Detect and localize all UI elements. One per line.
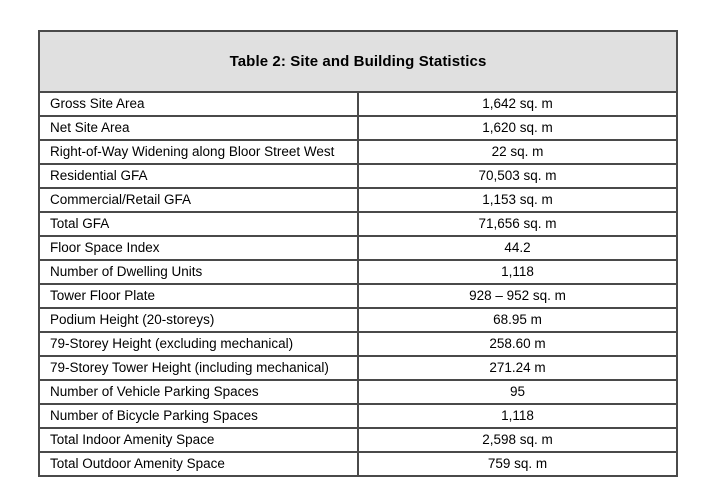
table-row: Net Site Area 1,620 sq. m <box>38 115 678 141</box>
row-value: 1,620 sq. m <box>357 115 678 141</box>
row-value: 928 – 952 sq. m <box>357 283 678 309</box>
row-label: Number of Dwelling Units <box>38 259 359 285</box>
table-row: Total GFA 71,656 sq. m <box>38 211 678 237</box>
table-row: Number of Bicycle Parking Spaces 1,118 <box>38 403 678 429</box>
row-label: Total Outdoor Amenity Space <box>38 451 359 477</box>
row-label: Net Site Area <box>38 115 359 141</box>
row-label: Total GFA <box>38 211 359 237</box>
table-row: Podium Height (20-storeys) 68.95 m <box>38 307 678 333</box>
table-row: Residential GFA 70,503 sq. m <box>38 163 678 189</box>
table-row: Total Indoor Amenity Space 2,598 sq. m <box>38 427 678 453</box>
row-value: 1,153 sq. m <box>357 187 678 213</box>
table-row: Number of Dwelling Units 1,118 <box>38 259 678 285</box>
row-value: 68.95 m <box>357 307 678 333</box>
table-row: 79-Storey Tower Height (including mechan… <box>38 355 678 381</box>
row-value: 70,503 sq. m <box>357 163 678 189</box>
table-header: Table 2: Site and Building Statistics <box>38 30 678 93</box>
table-title: Table 2: Site and Building Statistics <box>38 30 678 93</box>
row-label: 79-Storey Height (excluding mechanical) <box>38 331 359 357</box>
row-label: Total Indoor Amenity Space <box>38 427 359 453</box>
row-value: 1,118 <box>357 259 678 285</box>
table-row: Number of Vehicle Parking Spaces 95 <box>38 379 678 405</box>
row-label: Gross Site Area <box>38 91 359 117</box>
row-label: Tower Floor Plate <box>38 283 359 309</box>
table-row: 79-Storey Height (excluding mechanical) 2… <box>38 331 678 357</box>
row-label: 79-Storey Tower Height (including mechan… <box>38 355 359 381</box>
row-value: 271.24 m <box>357 355 678 381</box>
site-building-statistics-table: Table 2: Site and Building Statistics Gr… <box>38 30 678 477</box>
table-row: Commercial/Retail GFA 1,153 sq. m <box>38 187 678 213</box>
table-row: Floor Space Index 44.2 <box>38 235 678 261</box>
row-value: 71,656 sq. m <box>357 211 678 237</box>
row-label: Number of Bicycle Parking Spaces <box>38 403 359 429</box>
row-value: 2,598 sq. m <box>357 427 678 453</box>
row-label: Podium Height (20-storeys) <box>38 307 359 333</box>
table-row: Right-of-Way Widening along Bloor Street… <box>38 139 678 165</box>
row-label: Number of Vehicle Parking Spaces <box>38 379 359 405</box>
table-body: Gross Site Area 1,642 sq. m Net Site Area 1… <box>38 91 678 477</box>
row-value: 759 sq. m <box>357 451 678 477</box>
table-row: Gross Site Area 1,642 sq. m <box>38 91 678 117</box>
row-value: 258.60 m <box>357 331 678 357</box>
row-label: Right-of-Way Widening along Bloor Street… <box>38 139 359 165</box>
table-title-row: Table 2: Site and Building Statistics <box>38 30 678 93</box>
row-value: 1,118 <box>357 403 678 429</box>
row-label: Floor Space Index <box>38 235 359 261</box>
table-row: Tower Floor Plate 928 – 952 sq. m <box>38 283 678 309</box>
table-row: Total Outdoor Amenity Space 759 sq. m <box>38 451 678 477</box>
row-value: 22 sq. m <box>357 139 678 165</box>
row-value: 95 <box>357 379 678 405</box>
row-value: 1,642 sq. m <box>357 91 678 117</box>
row-label: Commercial/Retail GFA <box>38 187 359 213</box>
row-value: 44.2 <box>357 235 678 261</box>
row-label: Residential GFA <box>38 163 359 189</box>
